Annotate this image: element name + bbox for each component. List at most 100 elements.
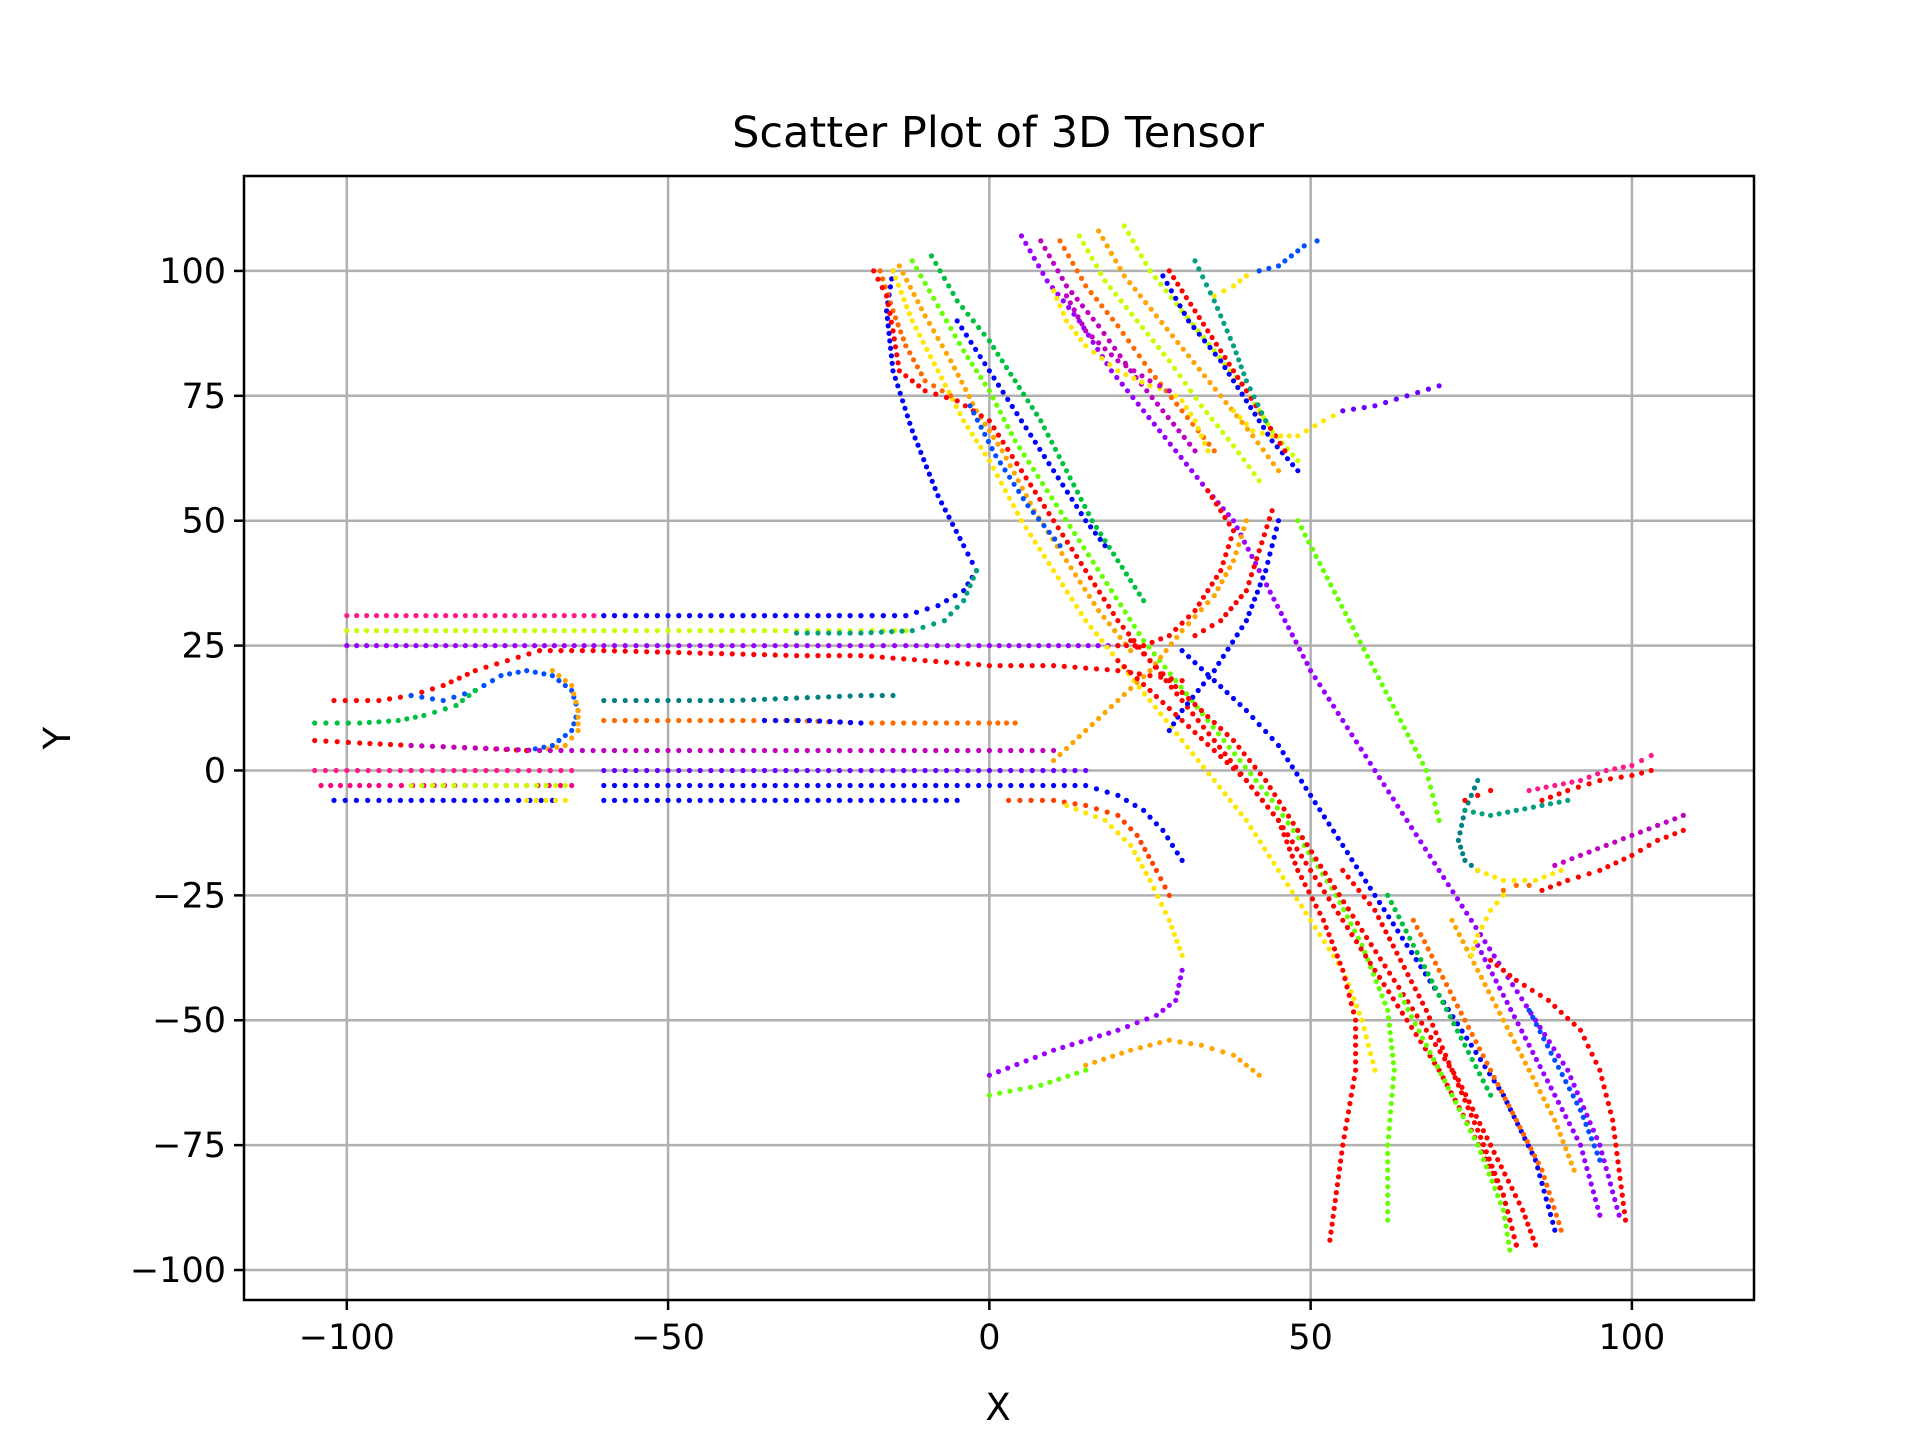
- data-point: [451, 797, 457, 804]
- data-point: [935, 335, 941, 341]
- data-point: [729, 651, 735, 657]
- data-point: [1038, 238, 1044, 244]
- data-point: [1522, 1214, 1528, 1220]
- data-point: [1205, 741, 1211, 748]
- data-point: [1154, 401, 1161, 407]
- data-point: [1085, 510, 1092, 517]
- data-point: [1565, 1015, 1571, 1021]
- data-point: [1119, 564, 1125, 570]
- data-point: [1432, 1041, 1439, 1048]
- data-point: [869, 767, 875, 774]
- data-point: [373, 613, 380, 619]
- data-point: [761, 652, 768, 658]
- data-point: [887, 284, 894, 290]
- data-point: [1265, 804, 1271, 810]
- data-point: [1440, 999, 1446, 1006]
- data-point: [1509, 1225, 1515, 1231]
- series-70: [1462, 787, 1494, 804]
- data-point: [1483, 871, 1489, 877]
- data-point: [1160, 1007, 1166, 1013]
- data-point: [1211, 719, 1217, 726]
- data-point: [1059, 550, 1065, 557]
- data-point: [1020, 496, 1026, 502]
- data-point: [708, 797, 714, 804]
- series-24: [986, 967, 1185, 1078]
- data-point: [1134, 676, 1140, 682]
- data-point: [751, 767, 757, 774]
- data-point: [761, 797, 768, 804]
- data-point: [569, 782, 575, 789]
- data-point: [1544, 1182, 1550, 1188]
- data-point: [1591, 1143, 1597, 1149]
- data-point: [1289, 839, 1295, 845]
- data-point: [1269, 543, 1275, 549]
- data-point: [935, 303, 941, 309]
- data-point: [911, 782, 918, 789]
- data-point: [729, 628, 735, 634]
- data-point: [1282, 618, 1288, 624]
- data-point: [1141, 674, 1147, 680]
- data-point: [761, 767, 768, 774]
- data-point: [1147, 268, 1153, 274]
- data-point: [1366, 901, 1373, 907]
- data-point: [1426, 1015, 1433, 1021]
- data-point: [1184, 414, 1191, 421]
- data-point: [952, 593, 958, 599]
- data-point: [1248, 771, 1254, 777]
- data-point: [826, 653, 832, 659]
- data-point: [858, 653, 864, 659]
- series-71: [1475, 867, 1564, 884]
- data-point: [1354, 920, 1361, 926]
- chart-title: Scatter Plot of 3D Tensor: [732, 108, 1264, 158]
- data-point: [978, 413, 984, 419]
- data-point: [1462, 1042, 1468, 1048]
- data-point: [1192, 614, 1198, 620]
- data-point: [1340, 917, 1346, 923]
- data-point: [1489, 1178, 1495, 1184]
- data-point: [1147, 383, 1153, 389]
- data-point: [1051, 797, 1057, 804]
- data-point: [1081, 545, 1087, 551]
- data-point: [708, 628, 714, 634]
- data-point: [1055, 268, 1061, 274]
- data-point: [1254, 589, 1260, 595]
- data-point: [1294, 771, 1300, 777]
- data-point: [1160, 408, 1166, 414]
- data-point: [1188, 388, 1194, 394]
- data-point: [419, 767, 425, 774]
- data-point: [342, 797, 348, 804]
- data-point: [1511, 877, 1517, 884]
- data-point: [1078, 496, 1084, 502]
- data-point: [1160, 273, 1166, 279]
- data-point: [890, 692, 896, 699]
- series-48: [1230, 408, 1346, 439]
- data-point: [1164, 326, 1170, 332]
- data-point: [1449, 917, 1455, 923]
- data-point: [1539, 887, 1545, 894]
- data-point: [1507, 1217, 1513, 1223]
- data-point: [1153, 693, 1159, 700]
- data-point: [1243, 588, 1249, 594]
- data-point: [562, 732, 568, 739]
- data-point: [1320, 568, 1327, 574]
- data-point: [1353, 739, 1360, 745]
- data-point: [976, 324, 982, 331]
- data-point: [1078, 510, 1084, 517]
- data-point: [1340, 867, 1346, 874]
- data-point: [1372, 767, 1378, 774]
- data-point: [1171, 721, 1177, 727]
- data-point: [561, 613, 567, 619]
- data-point: [1196, 366, 1202, 372]
- data-point: [1254, 556, 1260, 562]
- data-point: [1074, 603, 1080, 609]
- data-point: [911, 767, 918, 774]
- data-point: [955, 372, 961, 378]
- data-point: [827, 718, 833, 725]
- data-point: [1011, 470, 1017, 476]
- data-point: [1648, 752, 1654, 759]
- data-point: [1409, 825, 1415, 831]
- data-point: [909, 378, 915, 384]
- data-point: [1250, 714, 1256, 721]
- data-point: [1205, 588, 1211, 594]
- data-point: [1269, 735, 1275, 742]
